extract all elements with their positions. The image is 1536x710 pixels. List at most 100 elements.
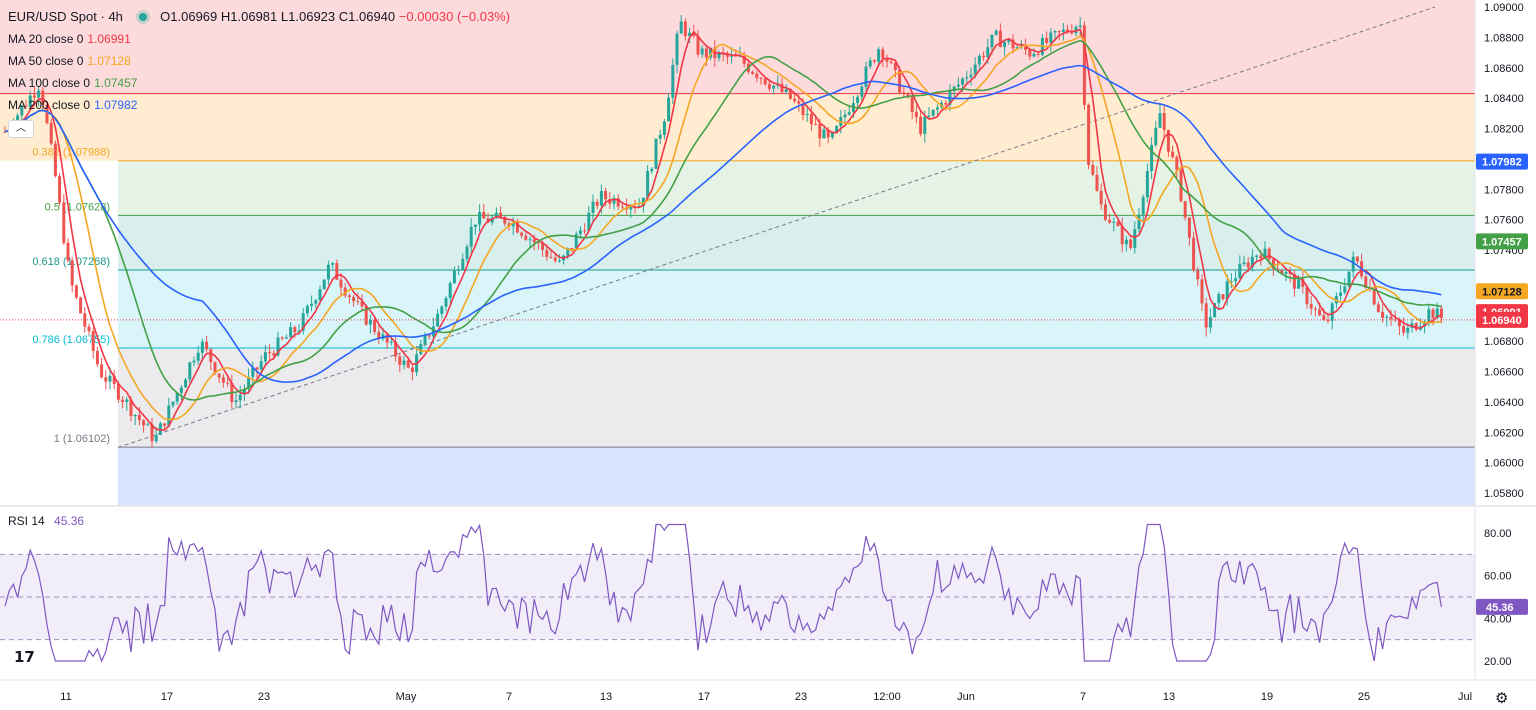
interval-label[interactable]: 4h: [108, 9, 123, 24]
candle-body: [1192, 237, 1196, 271]
candle-body: [1280, 270, 1284, 274]
candle-body: [1305, 286, 1309, 305]
candle-body: [305, 305, 309, 314]
candle-body: [595, 201, 599, 206]
candle-body: [1124, 239, 1128, 245]
candle-body: [927, 115, 931, 117]
candle-body: [205, 341, 209, 350]
ma50-value: 1.07128: [87, 54, 131, 68]
candle-body: [58, 176, 62, 203]
ohlc-close: C1.06940: [338, 9, 396, 24]
candle-body: [494, 212, 498, 218]
tradingview-logo-icon[interactable]: 17: [14, 648, 35, 666]
candle-body: [608, 199, 612, 204]
candle-body: [654, 138, 658, 169]
candle-body: [692, 32, 696, 37]
candle-body: [952, 86, 956, 92]
legend-ma20[interactable]: MA 20 close 0 1.06991: [8, 28, 510, 50]
candle-body: [297, 330, 301, 333]
candle-body: [200, 341, 204, 353]
price-badge-label: 1.07457: [1482, 236, 1522, 248]
candle-body: [503, 216, 507, 224]
candle-body: [843, 114, 847, 118]
candle-body: [696, 36, 700, 55]
candle-body: [284, 337, 288, 339]
time-tick: 25: [1358, 691, 1370, 703]
price-badge-label: 1.07982: [1482, 157, 1522, 169]
candle-body: [1435, 308, 1439, 319]
rsi-label: RSI 14: [8, 514, 45, 528]
candle-body: [688, 32, 692, 37]
candle-body: [1145, 171, 1149, 198]
symbol-title[interactable]: EUR/USD Spot: [8, 9, 97, 24]
candle-body: [1150, 144, 1154, 172]
candle-body: [742, 55, 746, 64]
candle-body: [1213, 303, 1217, 318]
candle-body: [919, 116, 923, 134]
candle-body: [436, 313, 440, 327]
candle-body: [389, 341, 393, 343]
candle-body: [347, 295, 351, 298]
price-tick: 1.07600: [1484, 215, 1524, 227]
candle-body: [1389, 316, 1393, 320]
candle-body: [587, 212, 591, 231]
candle-body: [364, 306, 368, 325]
candle-body: [1082, 25, 1086, 105]
candle-body: [868, 60, 872, 67]
gear-icon[interactable]: ⚙: [1495, 689, 1509, 707]
ma20-label: MA 20 close 0: [8, 32, 84, 46]
time-tick: 13: [1163, 691, 1175, 703]
candle-body: [247, 376, 251, 389]
candle-body: [906, 93, 910, 98]
candle-body: [717, 52, 721, 59]
candle-body: [893, 62, 897, 70]
time-tick: 17: [698, 691, 710, 703]
candle-body: [402, 360, 406, 365]
chevron-up-icon[interactable]: ︿: [8, 120, 34, 138]
legend-ma50[interactable]: MA 50 close 0 1.07128: [8, 50, 510, 72]
candle-body: [1330, 303, 1334, 321]
price-tick: 1.06600: [1484, 367, 1524, 379]
candle-body: [314, 300, 318, 304]
candle-body: [830, 132, 834, 138]
rsi-tick: 80.00: [1484, 528, 1512, 540]
candle-body: [1355, 256, 1359, 262]
candle-body: [1137, 214, 1141, 230]
candle-body: [671, 64, 675, 98]
candle-body: [331, 263, 335, 265]
candle-body: [872, 60, 876, 62]
time-tick: 7: [506, 691, 512, 703]
legend-ma200[interactable]: MA 200 close 0 1.07982: [8, 94, 510, 116]
candle-body: [3, 131, 7, 133]
candle-body: [1091, 164, 1095, 175]
candle-body: [1183, 201, 1187, 218]
legend-ma100[interactable]: MA 100 close 0 1.07457: [8, 72, 510, 94]
candle-body: [805, 113, 809, 116]
candle-body: [112, 375, 116, 384]
candle-body: [1347, 271, 1351, 287]
candle-body: [1011, 39, 1015, 49]
candle-body: [394, 341, 398, 357]
candle-body: [772, 85, 776, 89]
candle-body: [755, 73, 759, 78]
candle-body: [1351, 256, 1355, 272]
candle-body: [620, 206, 624, 208]
candle-body: [969, 74, 973, 78]
candle-body: [784, 89, 788, 93]
candle-body: [1397, 319, 1401, 327]
candle-body: [1313, 308, 1317, 310]
price-tick: 1.09000: [1484, 2, 1524, 14]
candle-body: [1196, 270, 1200, 280]
candle-body: [1053, 31, 1057, 33]
candle-body: [944, 102, 948, 105]
time-tick: 23: [258, 691, 270, 703]
time-tick: Jun: [957, 691, 975, 703]
rsi-line: [4, 523, 1442, 663]
candle-body: [646, 171, 650, 198]
candle-body: [368, 319, 372, 325]
candle-body: [234, 400, 238, 403]
candle-body: [1301, 279, 1305, 287]
rsi-value: 45.36: [54, 514, 85, 528]
candle-body: [188, 362, 192, 380]
